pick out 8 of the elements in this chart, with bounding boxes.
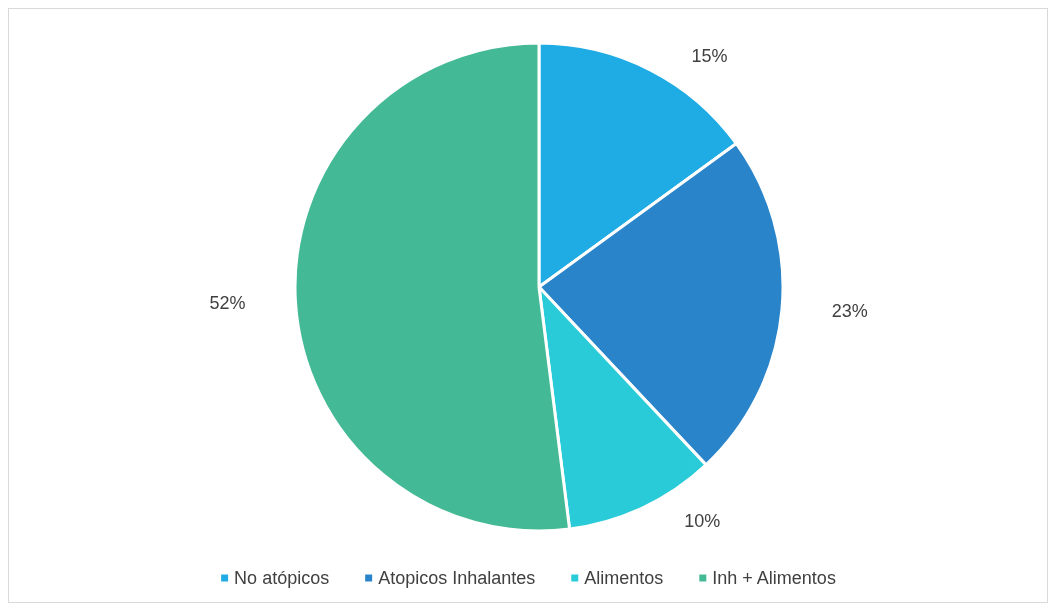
data-label: 10% [684,511,721,532]
legend-label: No atópicos [234,568,330,588]
data-label: 15% [691,46,728,67]
legend-label: Alimentos [584,568,664,588]
legend-label: Atopicos Inhalantes [378,568,536,588]
data-label: 23% [831,301,868,322]
data-label: 52% [209,293,246,314]
legend-label: Inh + Alimentos [712,568,836,588]
